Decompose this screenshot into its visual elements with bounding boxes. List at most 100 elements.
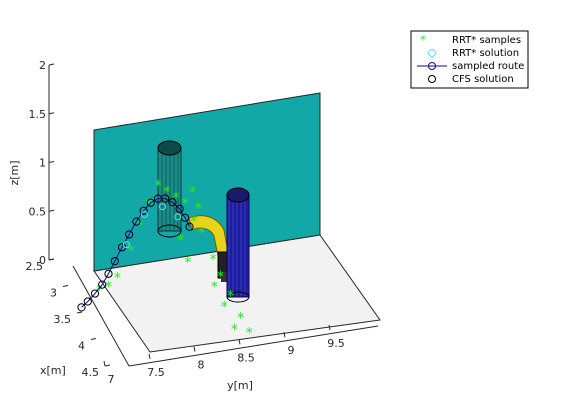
rrt-solution-point xyxy=(159,203,166,211)
circle-marker-icon xyxy=(428,75,436,83)
legend-label: sampled route xyxy=(452,61,524,72)
y-tick-label: 7.5 xyxy=(147,366,165,379)
obstacle-cylinder-front xyxy=(226,187,250,303)
cfs-solution-point xyxy=(175,204,184,213)
legend-label: CFS solution xyxy=(452,74,514,85)
rrt-sample-point: * xyxy=(114,270,121,286)
y-tick-mark xyxy=(328,324,331,331)
rrt-sample-point: * xyxy=(246,325,253,341)
y-axis-ticks: 7 7.5 8 8.5 9 9.5 xyxy=(103,324,345,386)
rrt-sample-point: * xyxy=(137,218,144,234)
y-axis-line xyxy=(128,325,379,367)
rrt-samples-series: * ****** * * ************ *** xyxy=(96,178,253,341)
obstacle-cylinder-rear xyxy=(157,140,182,238)
x-axis-ticks: 2.5 3 3.5 4 4.5 xyxy=(26,258,111,379)
rrt-sample-point: * xyxy=(128,244,135,260)
rrt-sample-point: * xyxy=(189,185,196,201)
rrt-sample-point: * xyxy=(231,322,238,338)
z-tick-mark xyxy=(48,63,55,66)
z-tick-mark xyxy=(48,209,55,212)
rrt-sample-point: * xyxy=(177,233,184,249)
rrt-sample-point: * xyxy=(173,191,180,207)
z-tick-mark xyxy=(48,161,55,163)
y-tick-label: 9 xyxy=(288,344,295,357)
rrt-solution-point xyxy=(174,213,182,221)
z-axis-label: z[m] xyxy=(8,160,21,185)
y-tick-mark xyxy=(193,346,196,352)
cfs-solution-point xyxy=(168,198,177,207)
cfs-solution-point xyxy=(139,206,148,215)
cfs-solution-point xyxy=(110,257,119,266)
legend-item-rrt-samples: * RRT* samples xyxy=(420,33,521,47)
rrt-solution-point xyxy=(123,241,130,249)
legend-label: RRT* samples xyxy=(452,35,521,46)
cfs-solution-point xyxy=(132,217,141,226)
cfs-solution-point xyxy=(180,213,190,222)
y-tick-mark xyxy=(238,339,241,345)
legend-label: RRT* solution xyxy=(452,48,519,59)
cfs-solution-point xyxy=(90,289,100,298)
y-tick-label: 8.5 xyxy=(237,351,255,364)
y-tick-mark xyxy=(148,353,151,359)
x-tick-mark xyxy=(48,258,55,261)
z-axis-ticks: 0 0.5 1 1.5 2 xyxy=(29,59,55,267)
cfs-solution-point xyxy=(77,303,86,312)
rrt-sample-point: * xyxy=(155,178,162,194)
cfs-solution-point xyxy=(146,198,155,207)
x-tick-mark xyxy=(76,311,83,314)
rrt-sample-point: * xyxy=(184,255,191,271)
y-tick-label: 9.5 xyxy=(327,337,345,350)
cfs-solution-point xyxy=(185,222,194,231)
rrt-sample-point: * xyxy=(237,310,244,326)
rrt-sample-point: * xyxy=(227,289,234,305)
rrt-sample-point: * xyxy=(198,226,205,242)
x-axis-line xyxy=(72,265,130,367)
y-tick-label: 7 xyxy=(108,373,115,386)
y-axis-label: y[m] xyxy=(227,379,253,392)
z-tick-label: 2 xyxy=(39,59,46,72)
cfs-solution-point xyxy=(83,297,92,306)
rrt-sample-point: * xyxy=(96,283,103,299)
circle-marker-icon xyxy=(428,49,436,57)
x-tick-label: 3.5 xyxy=(54,313,72,326)
rrt-sample-point: * xyxy=(105,280,112,296)
asterisk-marker-icon: * xyxy=(420,33,426,47)
rrt-sample-point: * xyxy=(195,201,202,217)
rrt-sample-point: * xyxy=(210,252,217,268)
z-tick-label: 0 xyxy=(39,254,46,267)
x-tick-mark xyxy=(62,285,69,287)
x-tick-label: 3 xyxy=(50,287,57,300)
legend-item-sampled-route: sampled route xyxy=(417,61,524,72)
legend: * RRT* samples RRT* solution sampled rou… xyxy=(410,30,529,89)
rrt-sample-point: * xyxy=(221,299,228,315)
rrt-sample-point: * xyxy=(191,214,198,230)
x-tick-label: 4 xyxy=(78,340,85,353)
y-tick-label: 8 xyxy=(198,359,205,372)
z-tick-label: 0.5 xyxy=(29,205,47,218)
wall-plane xyxy=(93,92,321,272)
cfs-solution-point xyxy=(98,280,107,289)
z-tick-label: 1 xyxy=(39,157,46,170)
x-tick-label: 2.5 xyxy=(26,260,44,273)
rrt-sample-point: * xyxy=(164,184,171,200)
cfs-solution-point xyxy=(104,269,113,278)
legend-item-rrt-solution: RRT* solution xyxy=(428,48,519,59)
x-tick-mark xyxy=(104,364,111,367)
rrt-solution-point xyxy=(141,210,148,218)
legend-item-cfs-solution: CFS solution xyxy=(428,74,514,85)
x-tick-mark xyxy=(90,338,97,340)
x-axis-label: x[m] xyxy=(40,364,66,377)
rrt-solution-series xyxy=(123,203,182,249)
rrt-sample-point: * xyxy=(217,269,224,285)
rrt-sample-point: * xyxy=(182,196,189,212)
cfs-solution-point xyxy=(161,194,170,203)
x-tick-label: 4.5 xyxy=(82,366,100,379)
circle-marker-icon xyxy=(428,62,436,70)
z-tick-label: 1.5 xyxy=(29,108,47,121)
y-tick-mark xyxy=(283,332,286,338)
cfs-solution-point xyxy=(125,230,134,239)
y-tick-mark xyxy=(103,360,106,367)
rrt-sample-point: * xyxy=(211,280,218,296)
